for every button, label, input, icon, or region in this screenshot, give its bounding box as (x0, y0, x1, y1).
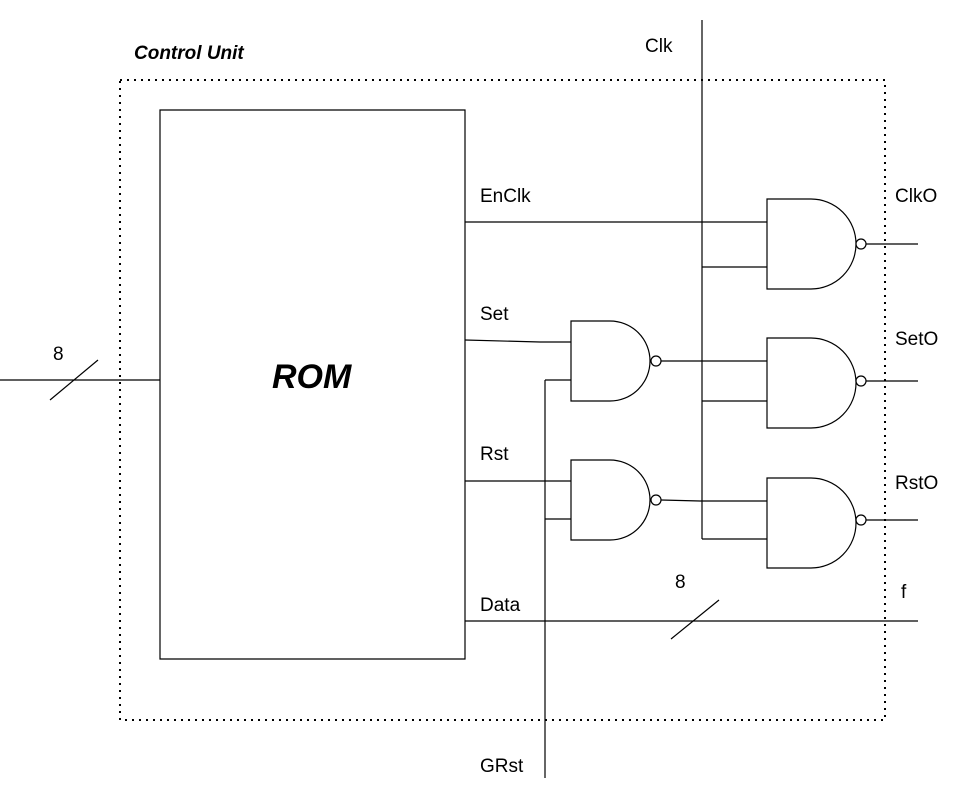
nand-gate-clko (767, 199, 856, 289)
rsto-label: RstO (895, 473, 939, 494)
clko-label: ClkO (895, 186, 938, 207)
address-bus-width-label: 8 (53, 344, 64, 365)
control-unit-boundary (120, 80, 885, 720)
enclk-label: EnClk (480, 186, 531, 207)
nand-gate-seto-bubble (855, 375, 867, 387)
data-bus-width-label: 8 (675, 572, 686, 593)
nand-gate-set (571, 321, 650, 401)
rom-label: ROM (272, 358, 352, 396)
data-label: Data (480, 595, 521, 616)
rom-block (160, 110, 465, 659)
nand-gate-rsto (767, 478, 856, 568)
set-wire (465, 340, 571, 342)
nand-gate-seto (767, 338, 856, 428)
set-label: Set (480, 304, 509, 325)
address-bus-slash (50, 360, 98, 400)
nand-rst-output-wire (661, 500, 767, 501)
data-bus-slash (671, 600, 719, 639)
nand-gate-rst-bubble (650, 494, 662, 506)
rst-label: Rst (480, 444, 509, 465)
clk-label: Clk (645, 36, 673, 57)
f-output-label: f (901, 582, 907, 603)
nand-gate-rst (571, 460, 650, 540)
nand-gate-clko-bubble (855, 238, 867, 250)
seto-label: SetO (895, 329, 939, 350)
control-unit-title: Control Unit (134, 43, 244, 64)
nand-gate-rsto-bubble (855, 514, 867, 526)
grst-label: GRst (480, 756, 524, 777)
nand-gate-set-bubble (650, 355, 662, 367)
